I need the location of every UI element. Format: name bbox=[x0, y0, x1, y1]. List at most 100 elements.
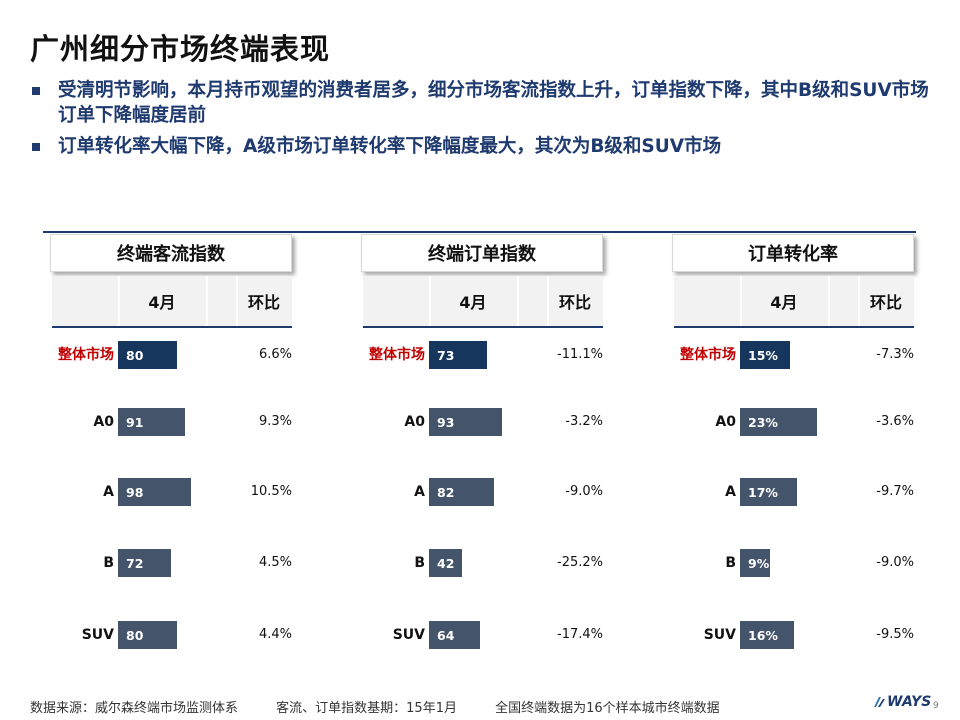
header-separator bbox=[547, 276, 549, 326]
bar-value-label: 16% bbox=[748, 627, 778, 643]
header-separator bbox=[828, 276, 830, 326]
header-separator bbox=[206, 276, 208, 326]
ways-logo-icon bbox=[874, 697, 885, 707]
category-label: A bbox=[414, 484, 425, 500]
bar: 9% bbox=[740, 549, 771, 577]
header-divider bbox=[52, 326, 292, 328]
bar-value-label: 42 bbox=[437, 555, 455, 571]
mom-value: -7.3% bbox=[876, 347, 914, 362]
mom-value: -3.2% bbox=[565, 414, 603, 429]
mom-value: 6.6% bbox=[258, 347, 292, 362]
bar-value-label: 64 bbox=[437, 627, 455, 643]
bullet-text: 订单转化率大幅下降，A级市场订单转化率下降幅度最大，其次为B级和SUV市场 bbox=[58, 136, 722, 157]
mom-value: 4.4% bbox=[258, 627, 292, 642]
bullet-item: 受清明节影响，本月持币观望的消费者居多，细分市场客流指数上升，订单指数下降，其中… bbox=[30, 78, 942, 128]
bar: 23% bbox=[740, 408, 818, 436]
bar-value-label: 80 bbox=[126, 627, 144, 643]
month-column-header: 4月 bbox=[148, 293, 176, 312]
bar: 82 bbox=[429, 478, 494, 506]
bar-value-label: 82 bbox=[437, 484, 455, 500]
table-header: 4月 环比 bbox=[363, 276, 603, 326]
mom-value: -25.2% bbox=[557, 555, 603, 570]
mom-value: -17.4% bbox=[557, 627, 603, 642]
mom-value: -3.6% bbox=[876, 414, 914, 429]
ways-logo: WAYS bbox=[873, 694, 931, 710]
category-label: A0 bbox=[715, 414, 736, 430]
header-separator bbox=[858, 276, 860, 326]
category-label: A bbox=[725, 484, 736, 500]
category-label: SUV bbox=[392, 627, 425, 643]
bar: 16% bbox=[740, 621, 794, 649]
mom-column-header: 环比 bbox=[247, 293, 280, 312]
mom-value: -9.0% bbox=[876, 555, 914, 570]
bar: 80 bbox=[118, 341, 178, 369]
category-label: B bbox=[725, 555, 736, 571]
mom-value: 9.3% bbox=[258, 414, 292, 429]
summary-bullets: 受清明节影响，本月持币观望的消费者居多，细分市场客流指数上升，订单指数下降，其中… bbox=[30, 78, 942, 165]
bullet-square-icon bbox=[32, 143, 40, 151]
mom-value: -9.0% bbox=[565, 484, 603, 499]
header-divider bbox=[674, 326, 914, 328]
bar: 64 bbox=[429, 621, 480, 649]
bar-value-label: 15% bbox=[748, 347, 778, 363]
chart-title: 订单转化率 bbox=[672, 234, 914, 272]
bar-value-label: 73 bbox=[437, 347, 455, 363]
bar-value-label: 91 bbox=[126, 414, 144, 430]
category-label: A0 bbox=[404, 414, 425, 430]
category-label: SUV bbox=[703, 627, 736, 643]
bar: 73 bbox=[429, 341, 487, 369]
logo-text: WAYS bbox=[887, 694, 932, 710]
chart-panel: 终端订单指数 4月 环比 整体市场 73 -11.1% A0 93 -3.2% A 82 -9.0% B… bbox=[353, 232, 603, 672]
month-column-header: 4月 bbox=[770, 293, 798, 312]
header-separator bbox=[517, 276, 519, 326]
category-label: B bbox=[414, 555, 425, 571]
chart-panel: 订单转化率 4月 环比整体市场 15% -7.3% A0 23% -3.6% A 17% -9.7%… bbox=[664, 232, 914, 672]
bar: 98 bbox=[118, 478, 191, 506]
bar: 80 bbox=[118, 621, 178, 649]
page-title: 广州细分市场终端表现 bbox=[30, 32, 331, 66]
bullet-square-icon bbox=[32, 87, 40, 95]
header-divider bbox=[363, 326, 603, 328]
header-separator bbox=[118, 276, 120, 326]
mom-value: -11.1% bbox=[557, 347, 603, 362]
category-label: A bbox=[103, 484, 114, 500]
mom-value: -9.7% bbox=[876, 484, 914, 499]
mom-value: 10.5% bbox=[250, 484, 292, 499]
mom-value: -9.5% bbox=[876, 627, 914, 642]
category-label: A0 bbox=[93, 414, 114, 430]
bar-value-label: 23% bbox=[748, 414, 778, 430]
mom-column-header: 环比 bbox=[869, 293, 902, 312]
top-divider bbox=[43, 231, 916, 233]
category-label: SUV bbox=[81, 627, 114, 643]
bar-value-label: 93 bbox=[437, 414, 455, 430]
bar: 93 bbox=[429, 408, 503, 436]
bar-value-label: 72 bbox=[126, 555, 144, 571]
bar: 72 bbox=[118, 549, 172, 577]
chart-panel: 终端客流指数 4月 环比 整体市场 80 6.6% A0 91 9.3% A 98 10.5% B 72 4… bbox=[42, 232, 292, 672]
bar: 91 bbox=[118, 408, 186, 436]
table-header: 4月 环比 bbox=[52, 276, 292, 326]
bar: 42 bbox=[429, 549, 463, 577]
page-number: 9 bbox=[933, 701, 939, 711]
footer-source: 数据来源：威尔森终端市场监测体系 bbox=[30, 701, 239, 716]
bar-value-label: 98 bbox=[126, 484, 144, 500]
footer-scope: 全国终端数据为16个样本城市终端数据 bbox=[495, 701, 720, 716]
bar-value-label: 9% bbox=[748, 555, 770, 571]
bullet-text: 受清明节影响，本月持币观望的消费者居多，细分市场客流指数上升，订单指数下降，其中… bbox=[58, 80, 929, 126]
category-label: 整体市场 bbox=[680, 347, 736, 363]
footer: 数据来源：威尔森终端市场监测体系 客流、订单指数基期：15年1月 全国终端数据为… bbox=[30, 697, 754, 716]
category-label: 整体市场 bbox=[58, 347, 114, 363]
chart-title: 终端客流指数 bbox=[50, 234, 292, 272]
table-header: 4月 环比 bbox=[674, 276, 914, 326]
mom-column-header: 环比 bbox=[558, 293, 591, 312]
month-column-header: 4月 bbox=[459, 293, 487, 312]
chart-title: 终端订单指数 bbox=[361, 234, 603, 272]
mom-value: 4.5% bbox=[258, 555, 292, 570]
header-separator bbox=[740, 276, 742, 326]
bar: 15% bbox=[740, 341, 791, 369]
bullet-item: 订单转化率大幅下降，A级市场订单转化率下降幅度最大，其次为B级和SUV市场 bbox=[30, 134, 942, 159]
bar-value-label: 17% bbox=[748, 484, 778, 500]
header-separator bbox=[429, 276, 431, 326]
footer-base: 客流、订单指数基期：15年1月 bbox=[276, 701, 457, 716]
category-label: B bbox=[103, 555, 114, 571]
